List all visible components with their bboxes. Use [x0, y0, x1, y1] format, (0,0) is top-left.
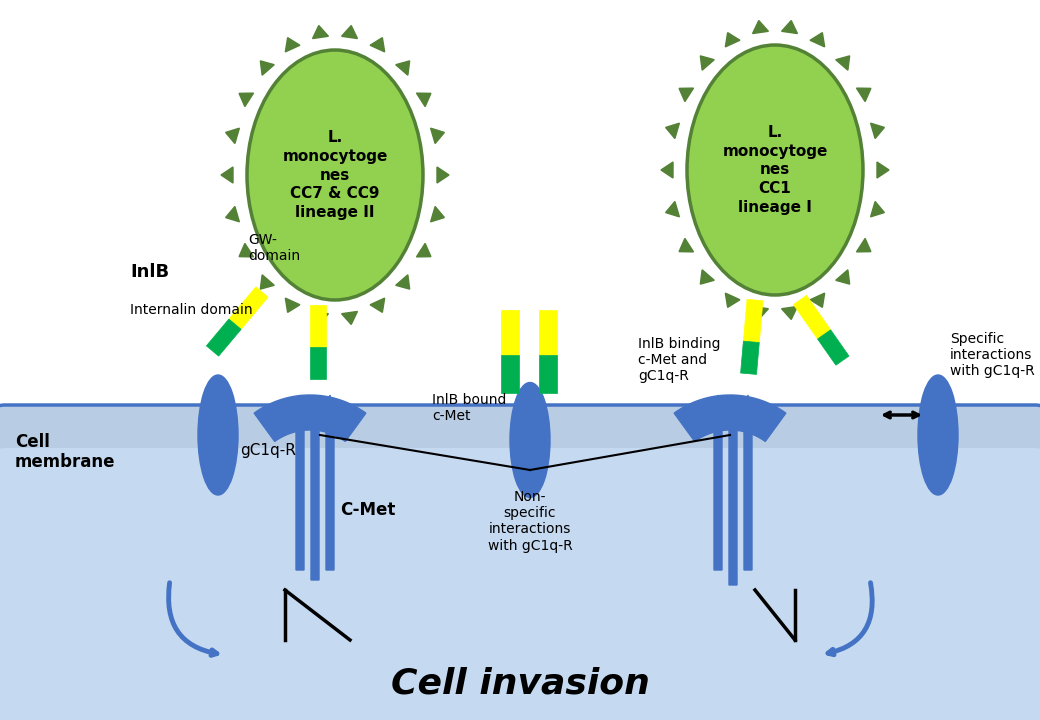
Text: Internalin domain: Internalin domain	[130, 303, 253, 317]
Ellipse shape	[248, 50, 423, 300]
Polygon shape	[810, 293, 825, 307]
Polygon shape	[744, 395, 752, 570]
Polygon shape	[437, 167, 449, 183]
Text: Specific
interactions
with gC1q-R: Specific interactions with gC1q-R	[950, 332, 1035, 378]
Polygon shape	[700, 56, 714, 70]
Polygon shape	[700, 270, 714, 284]
Polygon shape	[714, 395, 722, 570]
FancyBboxPatch shape	[0, 405, 1040, 720]
Polygon shape	[239, 93, 254, 107]
Text: L.
monocytoge
nes
CC1
lineage I: L. monocytoge nes CC1 lineage I	[723, 125, 828, 215]
Polygon shape	[782, 21, 798, 34]
Polygon shape	[226, 207, 239, 222]
Ellipse shape	[918, 375, 958, 495]
Polygon shape	[416, 93, 431, 107]
Polygon shape	[260, 61, 275, 75]
Polygon shape	[870, 123, 884, 138]
Polygon shape	[753, 21, 769, 34]
Polygon shape	[539, 355, 557, 393]
Polygon shape	[857, 88, 870, 102]
Polygon shape	[539, 310, 557, 355]
Polygon shape	[725, 293, 739, 307]
Polygon shape	[810, 32, 825, 47]
Text: C-Met: C-Met	[340, 501, 395, 519]
Polygon shape	[370, 37, 385, 52]
Text: InlB bound
c-Met: InlB bound c-Met	[432, 393, 506, 423]
Polygon shape	[396, 61, 410, 75]
Text: InlB binding
c-Met and
gC1q-R: InlB binding c-Met and gC1q-R	[638, 337, 721, 383]
Polygon shape	[870, 202, 884, 217]
Text: GW-
domain: GW- domain	[248, 233, 301, 263]
Polygon shape	[311, 395, 319, 580]
Polygon shape	[285, 298, 300, 312]
Polygon shape	[341, 312, 358, 325]
Polygon shape	[782, 307, 798, 320]
Polygon shape	[416, 243, 431, 257]
Polygon shape	[370, 298, 385, 312]
Text: gC1q-R: gC1q-R	[240, 443, 295, 457]
Polygon shape	[661, 162, 673, 178]
Polygon shape	[296, 395, 304, 570]
Ellipse shape	[198, 375, 238, 495]
Polygon shape	[206, 319, 241, 356]
Polygon shape	[679, 238, 694, 252]
Text: Non-
specific
interactions
with gC1q-R: Non- specific interactions with gC1q-R	[488, 490, 572, 553]
Polygon shape	[817, 330, 849, 365]
Polygon shape	[857, 238, 870, 252]
Polygon shape	[666, 123, 679, 138]
Polygon shape	[310, 305, 326, 347]
Polygon shape	[794, 295, 831, 339]
Polygon shape	[341, 25, 358, 39]
Polygon shape	[313, 312, 329, 325]
Polygon shape	[254, 395, 366, 441]
Polygon shape	[326, 395, 334, 570]
Polygon shape	[501, 355, 519, 393]
FancyBboxPatch shape	[0, 448, 1040, 720]
Text: L.
monocytoge
nes
CC7 & CC9
lineage II: L. monocytoge nes CC7 & CC9 lineage II	[282, 130, 388, 220]
Text: InlB: InlB	[130, 263, 170, 281]
Polygon shape	[753, 307, 769, 320]
Polygon shape	[877, 162, 889, 178]
Polygon shape	[285, 37, 300, 52]
Polygon shape	[222, 167, 233, 183]
Ellipse shape	[687, 45, 863, 295]
Polygon shape	[310, 347, 326, 379]
Polygon shape	[501, 310, 519, 355]
Polygon shape	[744, 300, 763, 343]
Polygon shape	[396, 275, 410, 289]
Polygon shape	[836, 270, 850, 284]
Polygon shape	[725, 32, 739, 47]
Polygon shape	[674, 395, 786, 441]
Polygon shape	[836, 56, 850, 70]
Text: Cell
membrane: Cell membrane	[15, 433, 115, 472]
Text: Cell invasion: Cell invasion	[391, 666, 649, 700]
Polygon shape	[260, 275, 275, 289]
Polygon shape	[226, 128, 239, 143]
Polygon shape	[431, 128, 444, 143]
Polygon shape	[729, 395, 737, 585]
Polygon shape	[229, 287, 268, 329]
Polygon shape	[679, 88, 694, 102]
Polygon shape	[431, 207, 444, 222]
Polygon shape	[239, 243, 254, 257]
Polygon shape	[313, 25, 329, 39]
Ellipse shape	[510, 382, 550, 498]
Polygon shape	[740, 341, 759, 374]
Polygon shape	[666, 202, 679, 217]
